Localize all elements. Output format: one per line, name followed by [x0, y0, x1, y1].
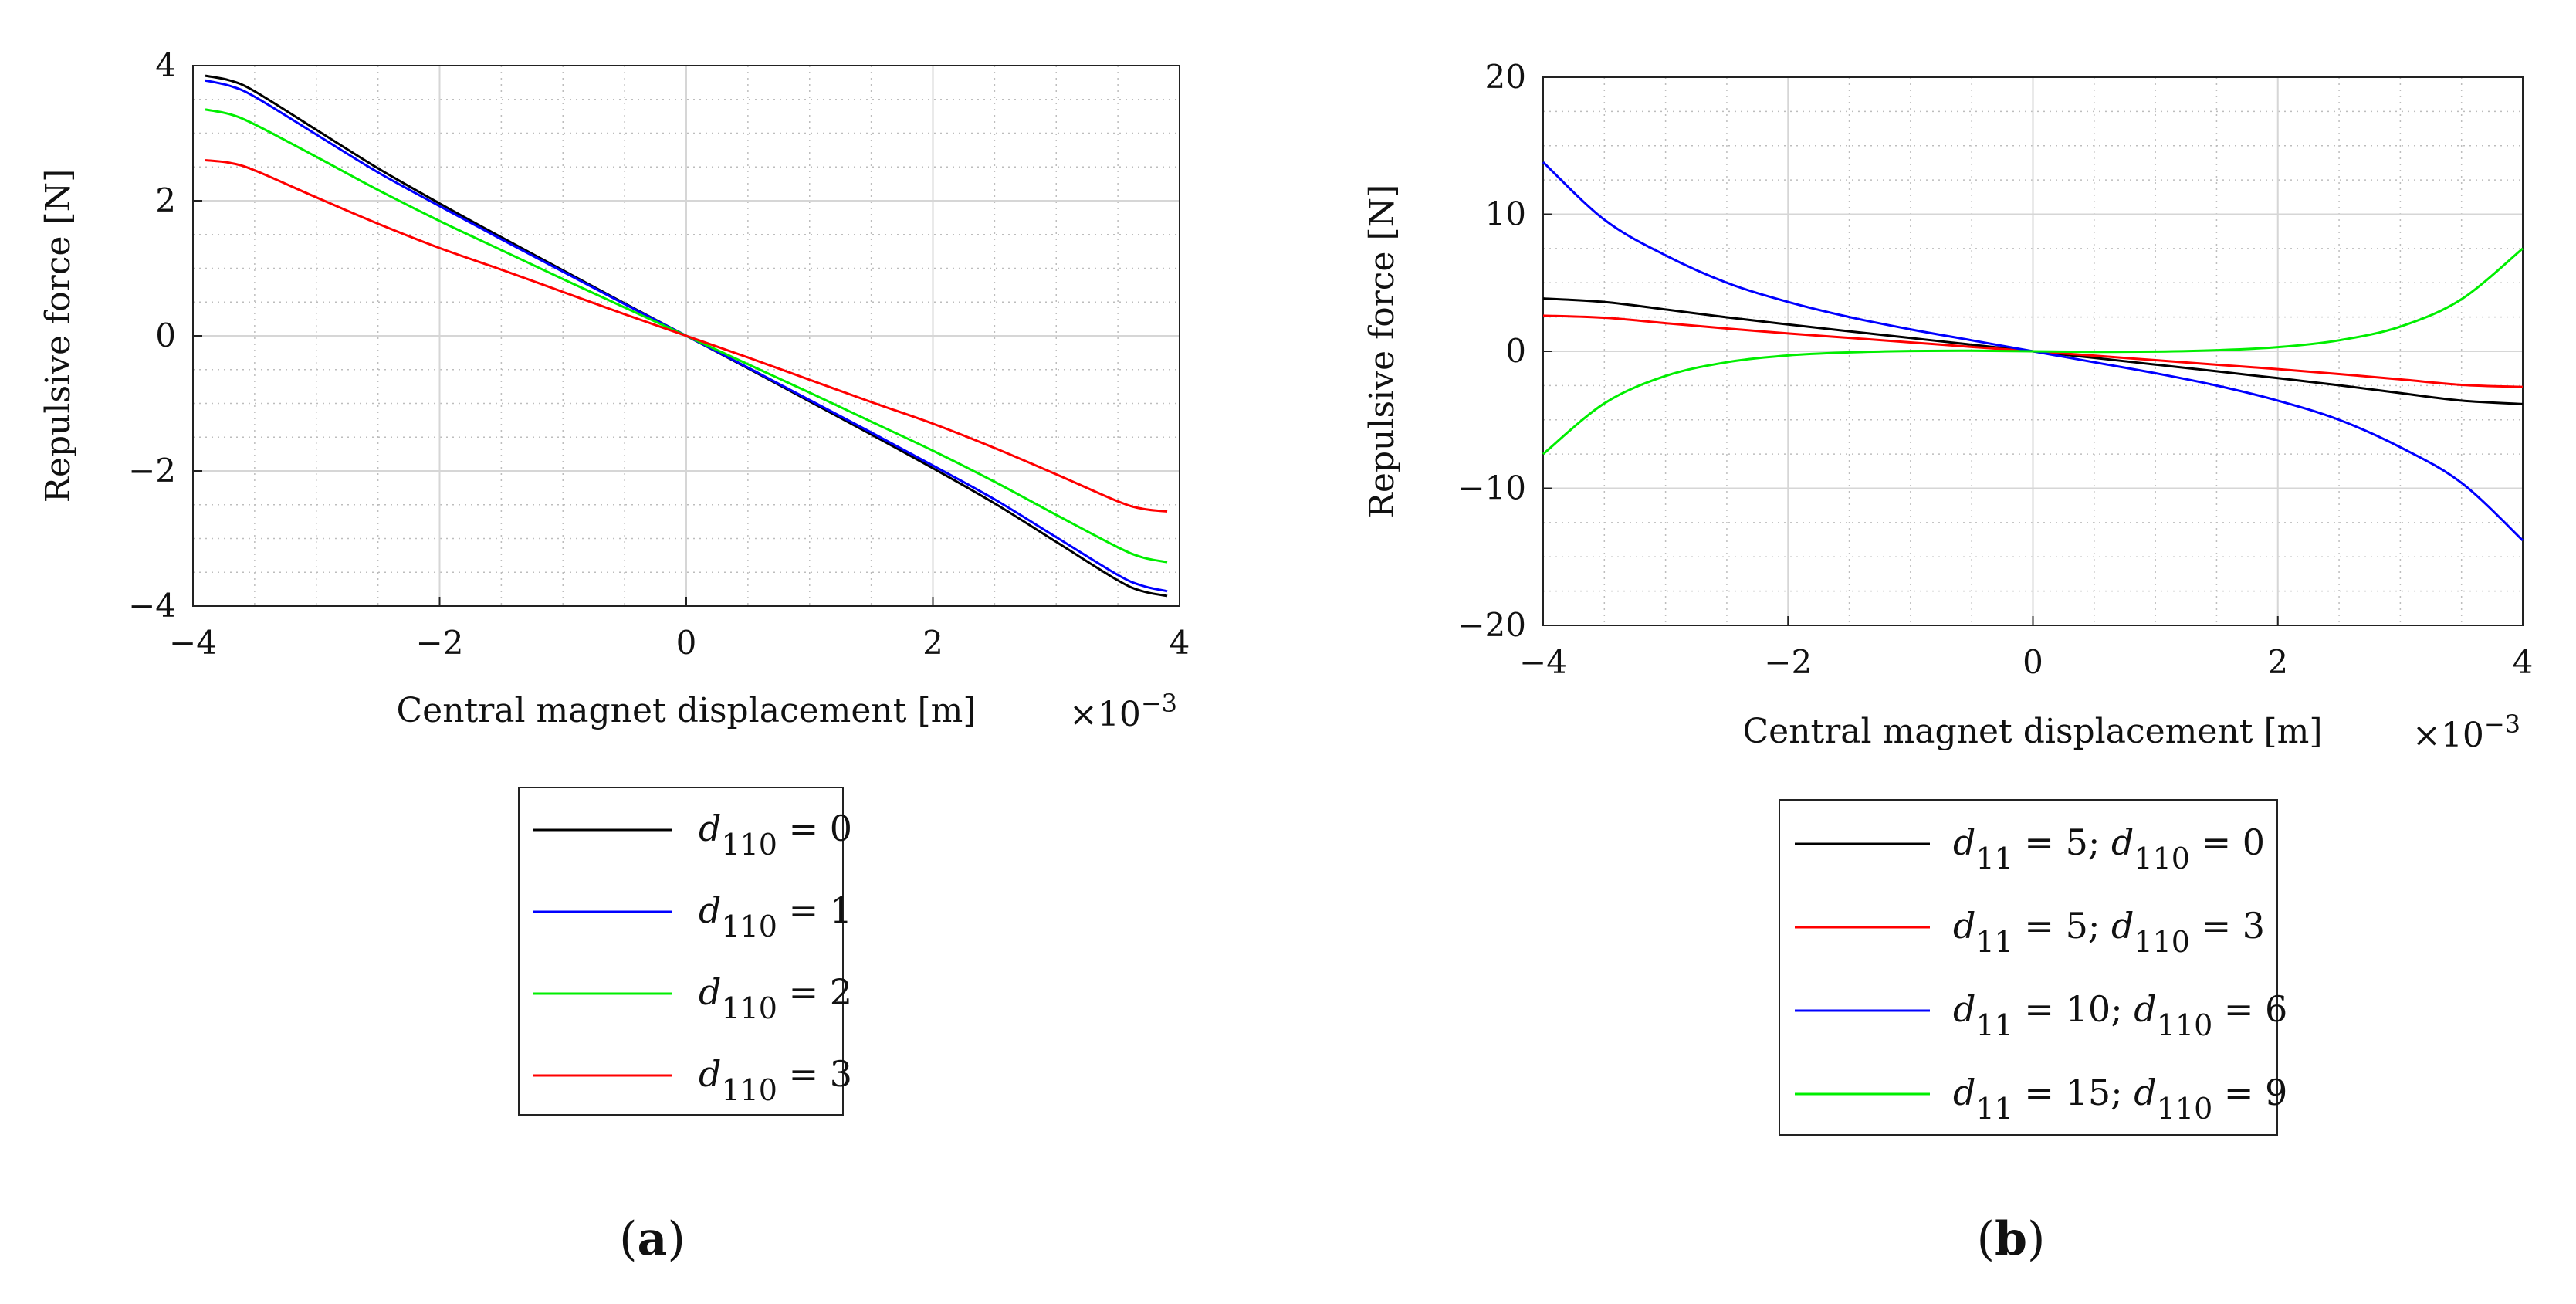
chart-a-series: [205, 74, 1168, 598]
x-tick-label: 0: [2023, 643, 2043, 681]
y-tick-label: 4: [155, 46, 176, 84]
chart-b-x-multiplier: ×10−3: [2412, 710, 2520, 755]
legend-subscript: 11: [1975, 925, 2012, 959]
chart-a-ylabel: Repulsive force [N]: [39, 169, 78, 503]
legend-subscript: 11: [1975, 1008, 2012, 1042]
y-tick-label: −20: [1457, 606, 1526, 644]
legend-var: d: [1953, 988, 1975, 1030]
chart-b-panel-label: (b): [1977, 1212, 2046, 1266]
legend-value: = 9: [2212, 1072, 2287, 1113]
legend-var: d: [2134, 988, 2156, 1030]
legend-subscript: 11: [1975, 1092, 2012, 1126]
chart-a-x-multiplier-exp: −3: [1141, 689, 1177, 718]
chart-a-ticks: −4 −2 0 2 4 −4 −2 0 2 4: [128, 46, 1190, 662]
legend-entry-2: d110 = 1: [699, 889, 852, 943]
chart-b-legend-box: [1779, 799, 2278, 1136]
legend-subscript: 11: [1975, 842, 2012, 876]
legend-value: = 15;: [2013, 1072, 2134, 1113]
legend-entry-1: d110 = 0: [699, 808, 852, 862]
legend-entry-2: d11 = 5; d110 = 3: [1953, 905, 2265, 959]
y-tick-label: 10: [1485, 195, 1526, 233]
legend-value: = 5;: [2013, 905, 2111, 947]
legend-value: = 0: [777, 808, 852, 849]
legend-subscript: 110: [2157, 1008, 2213, 1042]
x-tick-label: −4: [169, 624, 217, 662]
y-tick-label: −4: [128, 587, 176, 625]
y-tick-label: −10: [1457, 469, 1526, 507]
legend-var: d: [699, 971, 721, 1013]
legend-var: d: [2111, 905, 2134, 947]
legend-value: = 1: [777, 889, 852, 931]
series-line-4: [1542, 247, 2524, 456]
legend-subscript: 110: [721, 1073, 777, 1107]
y-tick-label: 2: [155, 181, 176, 219]
legend-entry-3: d110 = 2: [699, 971, 852, 1025]
legend-value: = 6: [2212, 988, 2287, 1030]
y-tick-label: 0: [155, 317, 176, 354]
legend-value: = 0: [2190, 821, 2265, 863]
legend-subscript: 110: [2134, 842, 2190, 876]
legend-entry-4: d11 = 15; d110 = 9: [1953, 1072, 2287, 1126]
y-tick-label: 0: [1505, 332, 1526, 370]
y-tick-label: −2: [128, 452, 176, 489]
legend-value: = 2: [777, 971, 852, 1013]
chart-b-ylabel: Repulsive force [N]: [1362, 185, 1402, 519]
x-tick-label: 0: [676, 624, 697, 662]
chart-a-x-multiplier-base: ×10: [1069, 695, 1141, 734]
chart-b-series: [1542, 161, 2524, 542]
y-tick-label: 20: [1485, 58, 1526, 96]
legend-var: d: [699, 808, 721, 849]
legend-value: = 10;: [2013, 988, 2134, 1030]
legend-subscript: 110: [2134, 925, 2190, 959]
x-tick-label: 2: [2267, 643, 2288, 681]
legend-value: = 5;: [2013, 821, 2111, 863]
legend-var: d: [699, 1053, 721, 1095]
chart-a-panel-letter: a: [638, 1212, 668, 1266]
x-tick-label: 4: [2513, 643, 2534, 681]
chart-b-xlabel: Central magnet displacement [m]: [1742, 712, 2322, 751]
chart-a-legend-box: [518, 787, 844, 1116]
legend-subscript: 110: [721, 909, 777, 943]
legend-var: d: [1953, 905, 1975, 947]
legend-entry-1: d11 = 5; d110 = 0: [1953, 821, 2265, 876]
x-tick-label: 4: [1170, 624, 1190, 662]
legend-entry-4: d110 = 3: [699, 1053, 852, 1107]
legend-entry-3: d11 = 10; d110 = 6: [1953, 988, 2287, 1042]
x-tick-label: −2: [416, 624, 464, 662]
legend-var: d: [2134, 1072, 2156, 1113]
chart-a-xlabel: Central magnet displacement [m]: [396, 691, 976, 730]
legend-value: = 3: [777, 1053, 852, 1095]
chart-a: −4 −2 0 2 4 −4 −2 0 2 4 Central magnet displaceme…: [39, 46, 1190, 1266]
x-tick-label: −2: [1764, 643, 1812, 681]
legend-subscript: 110: [721, 828, 777, 862]
legend-var: d: [1953, 1072, 1975, 1113]
chart-b-x-multiplier-base: ×10: [2412, 716, 2484, 755]
chart-b-x-multiplier-exp: −3: [2484, 710, 2520, 739]
x-tick-label: 2: [922, 624, 943, 662]
legend-var: d: [2111, 821, 2134, 863]
series-line-4: [205, 159, 1168, 513]
legend-var: d: [699, 889, 721, 931]
x-tick-label: −4: [1519, 643, 1567, 681]
legend-subscript: 110: [2157, 1092, 2213, 1126]
legend-var: d: [1953, 821, 1975, 863]
chart-a-x-multiplier: ×10−3: [1069, 689, 1177, 734]
legend-subscript: 110: [721, 991, 777, 1025]
chart-a-panel-label: (a): [619, 1212, 685, 1266]
chart-b-panel-letter: b: [1995, 1212, 2027, 1266]
legend-value: = 3: [2190, 905, 2265, 947]
